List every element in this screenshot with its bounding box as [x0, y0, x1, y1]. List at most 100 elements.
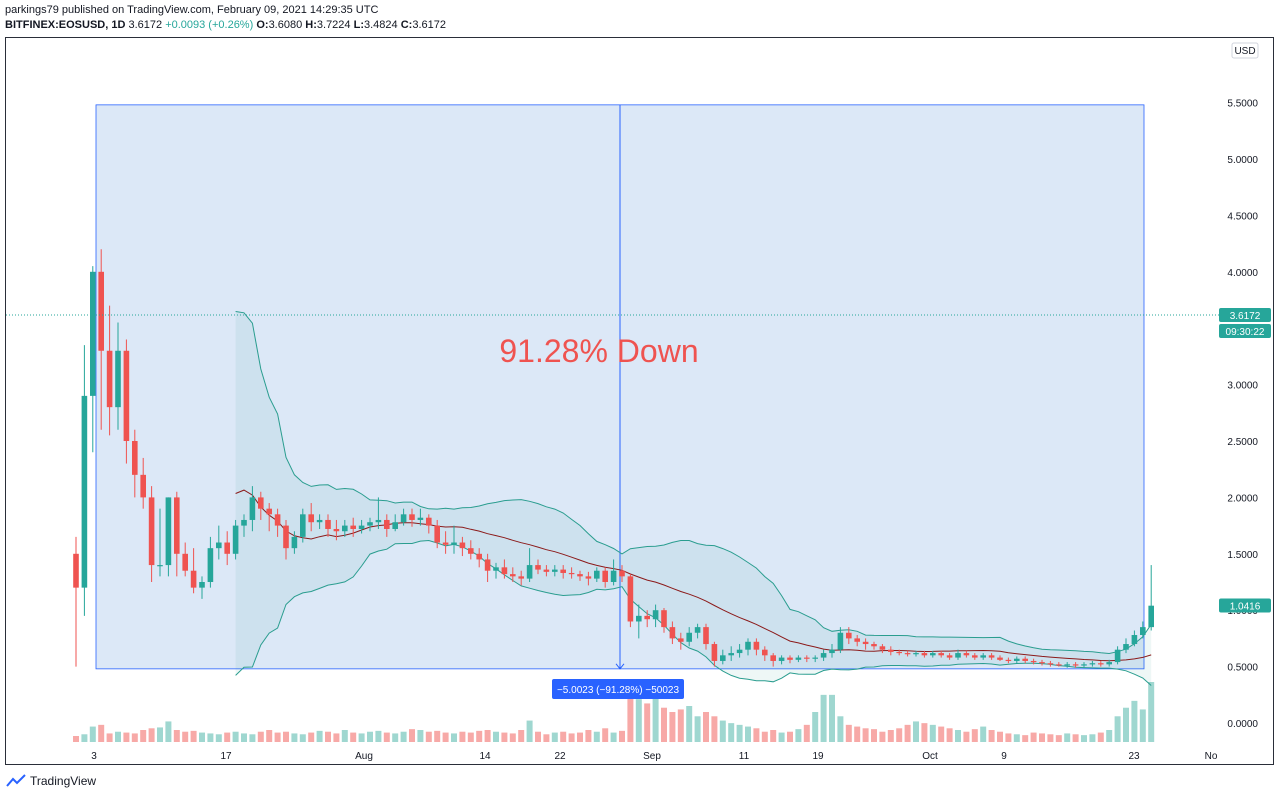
- price-chart[interactable]: 65.50005.00004.50004.00003.50003.00002.5…: [6, 38, 1273, 764]
- volume-bar: [677, 709, 684, 742]
- volume-bar: [81, 734, 88, 742]
- x-tick-label: 23: [1128, 751, 1140, 762]
- volume-bar: [131, 733, 138, 742]
- candle-body: [476, 553, 482, 560]
- candle-body: [1022, 658, 1028, 661]
- candle-body: [871, 644, 877, 647]
- volume-bar: [694, 716, 701, 742]
- candle-body: [888, 649, 894, 652]
- candle-body: [1056, 664, 1062, 666]
- low-value: 3.4824: [364, 19, 398, 31]
- volume-bar: [350, 732, 357, 742]
- x-tick-label: Sep: [643, 751, 661, 762]
- candle-body: [879, 646, 886, 650]
- candle-body: [686, 632, 692, 642]
- measure-label-box: [552, 679, 684, 699]
- candle-body: [73, 553, 79, 588]
- volume-bar: [325, 731, 331, 742]
- candle-body: [703, 627, 709, 645]
- volume-bar: [988, 730, 995, 742]
- countdown-tag-text: 09:30:22: [1226, 327, 1265, 338]
- volume-bar: [224, 732, 231, 742]
- candle-body: [1047, 663, 1054, 665]
- x-tick-label: 22: [554, 751, 566, 762]
- candle-body: [1089, 663, 1096, 665]
- volume-bar: [140, 730, 147, 742]
- candle-body: [560, 569, 566, 573]
- y-tick-label: 5.0000: [1227, 155, 1258, 166]
- volume-bar: [820, 694, 827, 742]
- candle-body: [283, 525, 289, 549]
- y-tick-label: 4.5000: [1227, 211, 1258, 222]
- volume-bar: [719, 720, 726, 742]
- volume-bar: [358, 733, 365, 742]
- y-tick-label: 5.5000: [1227, 99, 1258, 110]
- volume-bar: [1148, 682, 1155, 742]
- tradingview-footer[interactable]: TradingView: [6, 774, 96, 788]
- volume-bar: [459, 731, 466, 742]
- volume-bar: [560, 731, 567, 742]
- volume-bar: [761, 731, 768, 742]
- volume-bar: [1064, 733, 1071, 742]
- candle-body: [308, 514, 314, 523]
- symbol-label[interactable]: BITFINEX:EOSUSD, 1D: [5, 19, 126, 31]
- volume-bar: [854, 726, 861, 742]
- candle-body: [594, 570, 600, 579]
- x-tick-label: 17: [220, 751, 232, 762]
- candle-body: [1098, 663, 1104, 665]
- candle-body: [132, 441, 138, 475]
- volume-bar: [568, 733, 575, 742]
- close-value: 3.6172: [412, 19, 446, 31]
- candle-body: [350, 525, 356, 529]
- high-value: 3.7224: [316, 19, 351, 31]
- volume-bar: [913, 721, 919, 742]
- volume-bar: [703, 712, 709, 742]
- candle-body: [1106, 662, 1112, 665]
- volume-bar: [669, 712, 676, 742]
- currency-label: USD: [1234, 46, 1255, 57]
- tradingview-logo-icon: [6, 774, 26, 787]
- volume-bar: [1055, 735, 1062, 742]
- candle-body: [249, 497, 256, 520]
- volume-bar: [837, 716, 844, 742]
- volume-bar: [241, 733, 247, 742]
- candle-body: [627, 576, 634, 622]
- bollinger-fill: [235, 311, 1152, 686]
- volume-bar: [383, 732, 390, 742]
- volume-bar: [929, 724, 936, 742]
- candle-body: [1123, 644, 1129, 650]
- candle-body: [98, 271, 104, 351]
- volume-bar: [173, 730, 180, 742]
- candle-body: [526, 565, 533, 579]
- volume-bar: [333, 733, 340, 742]
- candle-body: [510, 574, 516, 577]
- volume-bar: [543, 734, 550, 742]
- volume-bar: [493, 731, 499, 742]
- candle-body: [174, 497, 180, 554]
- candle-body: [1030, 660, 1037, 663]
- current-price-tag: [1219, 598, 1271, 613]
- change-label: +0.0093 (+0.26%): [165, 19, 254, 31]
- chart-pane[interactable]: 65.50005.00004.50004.00003.50003.00002.5…: [5, 37, 1274, 765]
- x-tick-label: 19: [812, 751, 824, 762]
- candle-body: [484, 559, 491, 571]
- volume-bar: [123, 732, 130, 742]
- volume-bar: [266, 730, 273, 742]
- volume-bar: [871, 729, 877, 742]
- candle-body: [694, 627, 701, 633]
- volume-bar: [299, 734, 306, 742]
- volume-bar: [1039, 733, 1045, 742]
- candle-body: [417, 517, 424, 520]
- volume-bar: [1114, 716, 1121, 742]
- candle-body: [854, 638, 860, 642]
- volume-bar: [535, 731, 541, 742]
- volume-bar: [425, 731, 432, 742]
- volume-bar: [484, 730, 491, 742]
- volume-bar: [787, 731, 793, 742]
- candle-body: [610, 570, 617, 582]
- volume-bar: [106, 733, 113, 742]
- volume-bar: [249, 734, 256, 742]
- volume-bar: [367, 731, 373, 742]
- candle-body: [384, 519, 390, 529]
- volume-bar: [98, 724, 105, 742]
